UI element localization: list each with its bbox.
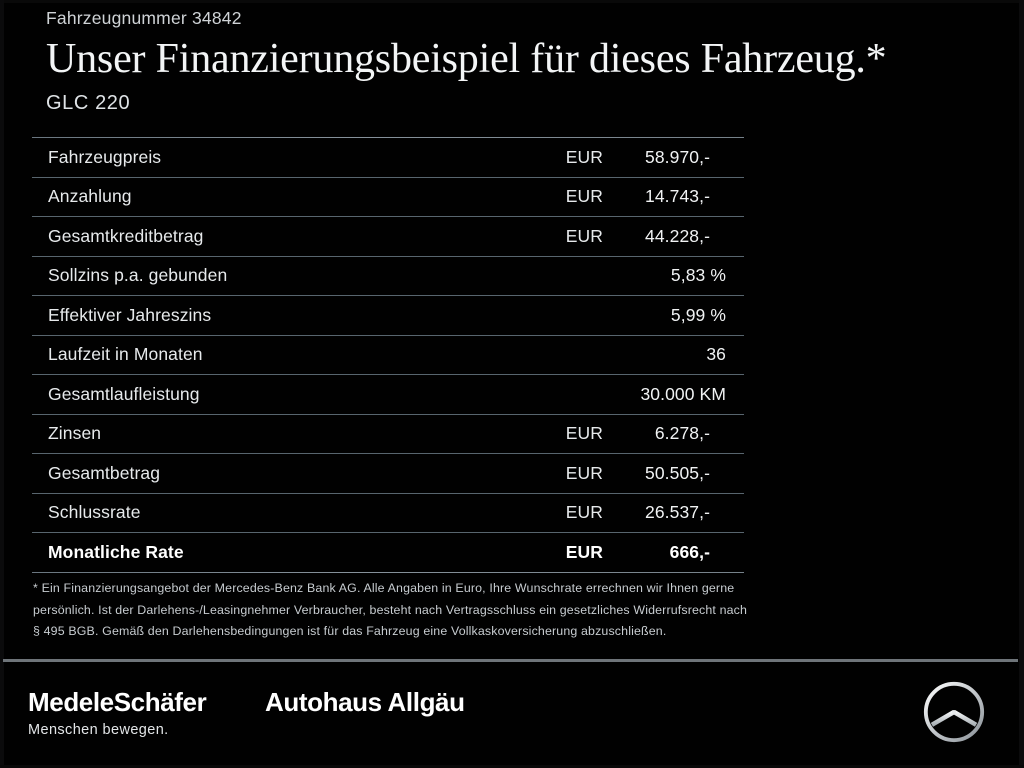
row-label: Anzahlung xyxy=(48,186,132,207)
row-label: Effektiver Jahreszins xyxy=(48,304,212,325)
table-row: Sollzins p.a. gebunden 5,83 % xyxy=(32,257,744,296)
table-row: Laufzeit in Monaten 36 xyxy=(32,336,744,375)
row-label: Fahrzeugpreis xyxy=(48,146,162,167)
row-currency: EUR xyxy=(565,462,603,483)
row-value: 5,83 % xyxy=(670,265,726,286)
row-label: Gesamtkreditbetrag xyxy=(48,225,204,246)
row-value: 58.970,- xyxy=(644,146,710,167)
footer: MedeleSchäfer Menschen bewegen. Autohaus… xyxy=(0,662,1024,768)
dealer-secondary-name: Autohaus Allgäu xyxy=(265,687,465,717)
table-row: Fahrzeugpreis EUR 58.970,- xyxy=(32,138,744,177)
row-label: Gesamtbetrag xyxy=(48,462,161,483)
legal-footnote: * Ein Finanzierungsangebot der Mercedes-… xyxy=(33,578,993,643)
footer-divider xyxy=(3,659,1018,662)
table-row: Gesamtkreditbetrag EUR 44.228,- xyxy=(32,217,744,256)
row-value: 14.743,- xyxy=(644,186,710,207)
dealer-tagline: Menschen bewegen. xyxy=(28,722,169,738)
header: Fahrzeugnummer 34842 Unser Finanzierungs… xyxy=(46,6,1006,118)
row-value: 6.278,- xyxy=(654,423,710,444)
table-rule xyxy=(32,413,744,415)
table-row: Schlussrate EUR 26.537,- xyxy=(32,494,744,533)
table-rule xyxy=(32,453,744,454)
row-value: 5,99 % xyxy=(670,304,726,325)
footnote-line-1: * Ein Finanzierungsangebot der Mercedes-… xyxy=(33,581,735,595)
table-row: Monatliche Rate EUR 666,- xyxy=(32,533,744,572)
vehicle-number: Fahrzeugnummer 34842 xyxy=(46,8,242,28)
table-rule xyxy=(32,255,744,257)
letterbox-left xyxy=(0,0,4,768)
table-row: Effektiver Jahreszins 5,99 % xyxy=(32,296,744,335)
table-rule xyxy=(32,374,744,375)
row-label: Gesamtlaufleistung xyxy=(48,383,200,404)
row-currency: EUR xyxy=(565,186,603,207)
table-rule xyxy=(32,216,744,217)
row-label: Schlussrate xyxy=(48,502,141,523)
table-rule xyxy=(32,532,744,533)
page-title: Unser Finanzierungsbeispiel für dieses F… xyxy=(46,36,887,82)
row-value: 36 xyxy=(706,344,726,365)
row-value: 30.000 KM xyxy=(640,383,726,404)
row-label: Monatliche Rate xyxy=(48,541,184,562)
finance-table: Fahrzeugpreis EUR 58.970,- Anzahlung EUR 14.7… xyxy=(32,137,744,573)
footnote-line-3: § 495 BGB. Gemäß den Darlehensbedingunge… xyxy=(33,624,667,638)
dealer-brand: MedeleSchäfer Menschen bewegen. xyxy=(28,687,207,741)
row-label: Laufzeit in Monaten xyxy=(48,344,203,365)
row-currency: EUR xyxy=(565,502,603,523)
row-label: Sollzins p.a. gebunden xyxy=(48,265,228,286)
vehicle-model: GLC 220 xyxy=(46,92,131,114)
row-currency: EUR xyxy=(565,146,603,167)
table-row: Zinsen EUR 6.278,- xyxy=(32,415,744,454)
table-row: Gesamtlaufleistung 30.000 KM xyxy=(32,375,744,414)
row-value: 44.228,- xyxy=(644,225,710,246)
letterbox-right xyxy=(1019,0,1024,768)
row-value: 50.505,- xyxy=(644,462,710,483)
row-currency: EUR xyxy=(565,225,603,246)
letterbox-top xyxy=(0,0,1024,3)
table-rule xyxy=(32,492,744,494)
table-rule xyxy=(32,334,744,336)
table-rule xyxy=(32,176,744,178)
table-row: Gesamtbetrag EUR 50.505,- xyxy=(32,454,744,493)
mercedes-benz-star-icon xyxy=(922,680,986,749)
letterbox-bottom xyxy=(0,765,1024,768)
table-rule xyxy=(32,295,744,296)
row-value: 666,- xyxy=(669,541,710,562)
table-rule xyxy=(32,571,744,573)
table-rule xyxy=(32,137,744,138)
row-label: Zinsen xyxy=(48,423,102,444)
row-currency: EUR xyxy=(565,541,603,562)
row-currency: EUR xyxy=(565,423,603,444)
row-value: 26.537,- xyxy=(644,502,710,523)
table-row: Anzahlung EUR 14.743,- xyxy=(32,178,744,217)
footnote-line-2: persönlich. Ist der Darlehens-/Leasingne… xyxy=(33,602,748,617)
dealer-name: MedeleSchäfer xyxy=(28,687,207,717)
